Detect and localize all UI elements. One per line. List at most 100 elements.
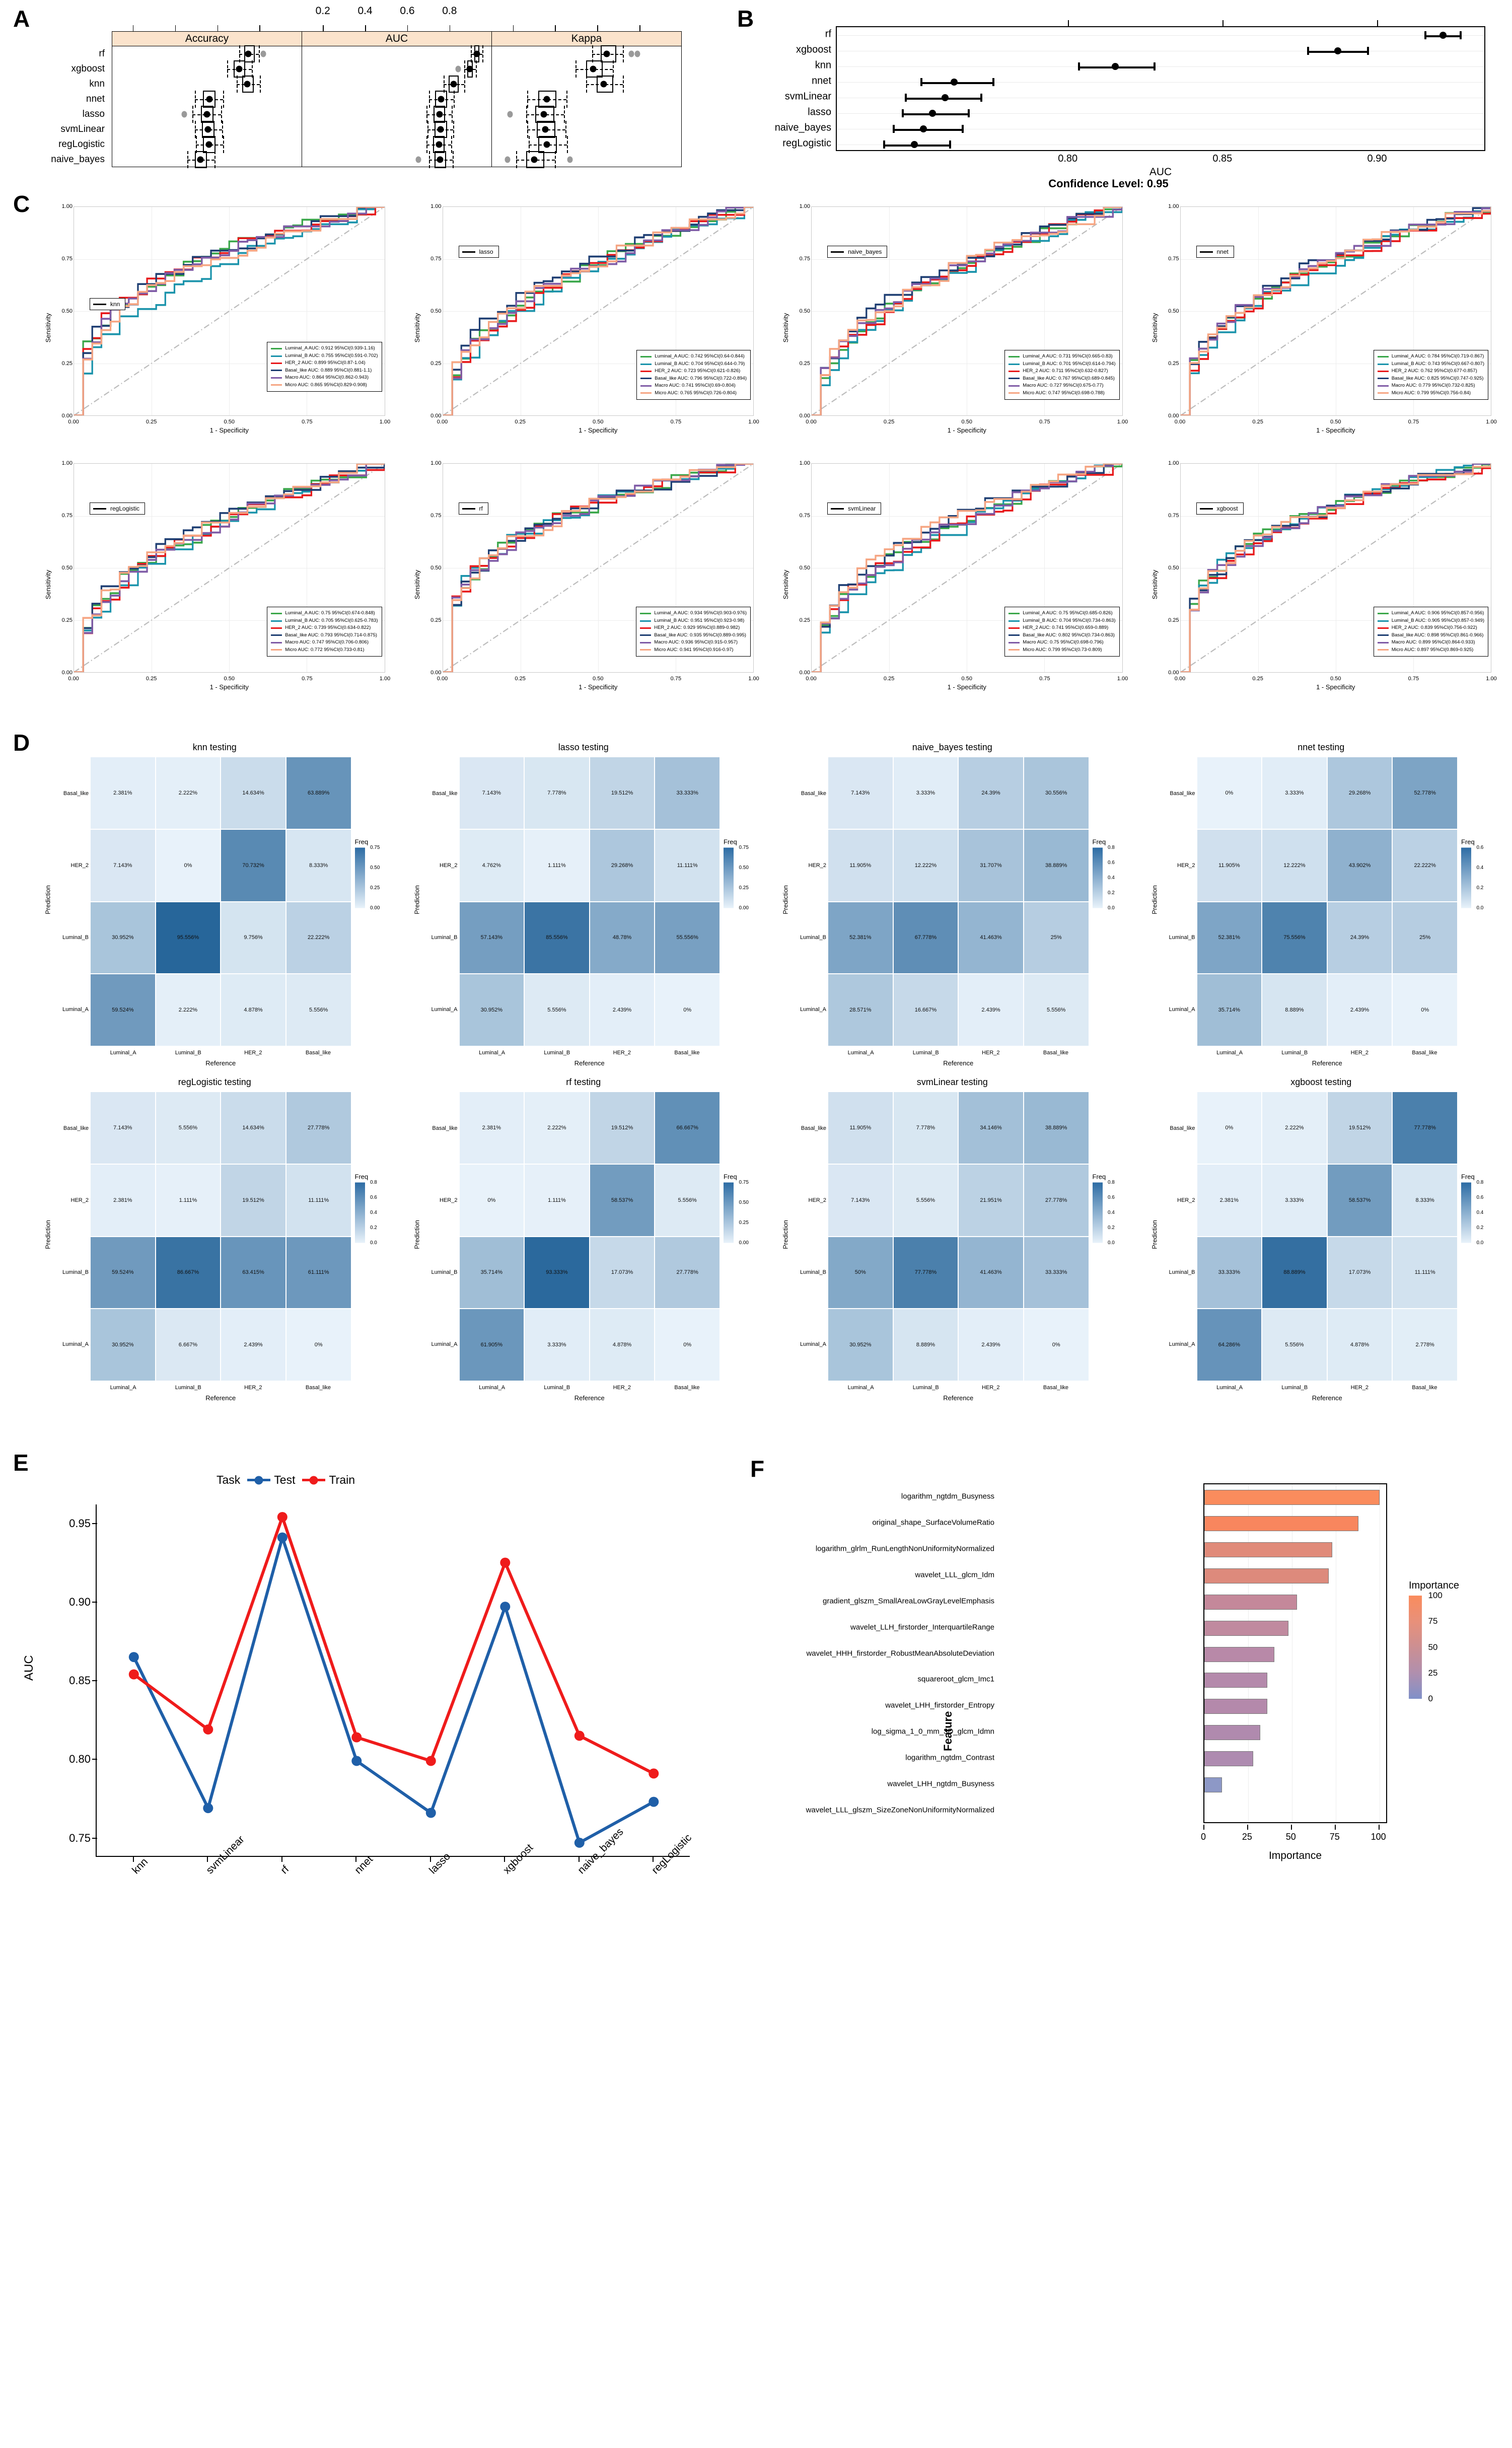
heatmap-cell: 19.512% xyxy=(590,1092,655,1164)
panel-f-xtick xyxy=(1378,1825,1380,1830)
panel-a-tick xyxy=(639,25,640,31)
panel-e-svg xyxy=(128,1512,659,1848)
roc-legend-swatch-her_2 xyxy=(271,627,282,629)
heatmap-cell: 64.286% xyxy=(1197,1309,1262,1381)
panel-e-point-train xyxy=(574,1731,585,1741)
roc-legend-swatch-luminal_b xyxy=(1377,620,1389,622)
panel-b-row-label-regLogistic: regLogistic xyxy=(782,137,831,149)
roc-legend-swatch-her_2 xyxy=(1009,627,1020,629)
roc-legend-entry: Luminal_A AUC: 0.906 95%CI(0.857-0.956) xyxy=(1377,610,1484,617)
heatmap-cell: 2.222% xyxy=(1262,1092,1327,1164)
roc-model-legend-swatch xyxy=(93,303,106,305)
heatmap-col-label-basal_like: Basal_like xyxy=(1412,1050,1437,1056)
roc-model-legend-label: lasso xyxy=(479,248,493,255)
heatmap-legend-tick: 0.50 xyxy=(739,865,749,871)
heatmap-col-label-luminal_a: Luminal_A xyxy=(479,1385,506,1391)
roc-xtick-label: 0.00 xyxy=(68,676,79,682)
whisker-cap-high xyxy=(452,151,454,168)
roc-ytick-label: 1.00 xyxy=(799,460,810,466)
roc-legend-entry: Micro AUC: 0.747 95%CI(0.698-0.788) xyxy=(1009,390,1115,397)
roc-legend-entry: Luminal_A AUC: 0.731 95%CI(0.665-0.83) xyxy=(1009,353,1115,360)
roc-legend-swatch-her_2 xyxy=(1009,370,1020,372)
roc-ytick-label: 0.00 xyxy=(799,413,810,419)
panel-a-letter: A xyxy=(13,6,30,32)
whisker-cap-low xyxy=(195,136,197,153)
heatmap-col-label-luminal_a: Luminal_A xyxy=(847,1050,874,1056)
heatmap-cell: 77.778% xyxy=(893,1237,958,1309)
heatmap-cell: 41.463% xyxy=(959,1237,1023,1309)
heatmap-legend-tick: 0.00 xyxy=(739,1240,749,1246)
whisker-cap-low xyxy=(428,151,430,168)
heatmap-cell: 0% xyxy=(459,1164,524,1236)
heatmap-cell: 7.143% xyxy=(91,829,155,901)
panel-a-ticks xyxy=(112,25,682,31)
heatmap-title: regLogistic testing xyxy=(178,1077,251,1087)
ci-cap-high xyxy=(980,93,982,102)
roc-curve-micro xyxy=(74,464,385,672)
roc-xtick-label: 0.00 xyxy=(68,419,79,425)
roc-legend-swatch-basal_like xyxy=(271,370,282,372)
ci-cap-high xyxy=(1366,46,1369,55)
panel-a-facet-strips: Accuracy AUC Kappa xyxy=(112,31,682,46)
roc-xtick-label: 0.75 xyxy=(670,419,682,425)
heatmap-ylabel: Prediction xyxy=(412,1220,420,1250)
panel-e-point-test xyxy=(128,1652,139,1663)
panel-f-feature-label: logarithm_glrlm_RunLengthNonUniformityNo… xyxy=(815,1544,994,1553)
outlier-point xyxy=(415,156,421,163)
roc-legend-swatch-luminal_b xyxy=(1377,363,1389,365)
roc-legend-swatch-macro xyxy=(271,377,282,379)
roc-gridline-v xyxy=(1044,207,1045,415)
whisker-cap-low xyxy=(194,121,196,138)
roc-legend-text: Basal_like AUC: 0.793 95%CI(0.714-0.875) xyxy=(285,632,377,638)
heatmap-cell: 33.333% xyxy=(1197,1237,1262,1309)
mean-point xyxy=(1334,47,1342,54)
heatmap-legend-tick: 0.6 xyxy=(1476,845,1484,850)
heatmap-legend-title: Freq xyxy=(1092,838,1106,846)
panel-b-letter: B xyxy=(737,6,754,32)
box xyxy=(202,121,215,138)
heatmap-cell: 61.111% xyxy=(286,1237,351,1309)
roc-model-legend-swatch xyxy=(462,251,475,253)
whisker-cap-low xyxy=(529,136,530,153)
box xyxy=(435,121,447,138)
heatmap-title: naive_bayes testing xyxy=(912,742,992,752)
roc-xtick-label: 0.50 xyxy=(593,676,604,682)
heatmap-legend-tick: 0.0 xyxy=(1476,1240,1484,1246)
roc-ytick-label: 1.00 xyxy=(1168,203,1179,209)
heatmap-cell: 2.222% xyxy=(156,974,221,1046)
heatmap-row-label-basal_like: Basal_like xyxy=(801,790,826,797)
roc-gridline-h xyxy=(74,620,385,621)
panel-e-ytick xyxy=(92,1523,97,1524)
median-point xyxy=(473,50,480,57)
panel-a-row-label-nnet: nnet xyxy=(86,94,105,104)
panel-e-xtick-label-rf: rf xyxy=(278,1863,292,1877)
heatmap-cell: 30.952% xyxy=(459,974,524,1046)
roc-legend-text: Macro AUC: 0.936 95%CI(0.915-0.957) xyxy=(654,639,738,645)
panel-f-xlabel: Importance xyxy=(1268,1850,1322,1861)
box xyxy=(536,121,555,138)
box xyxy=(535,106,554,123)
heatmap-cell: 3.333% xyxy=(893,757,958,829)
heatmap-cell: 30.952% xyxy=(828,1309,893,1381)
heatmap-legend-tick: 0.25 xyxy=(739,1219,749,1226)
whisker-cap-high xyxy=(453,121,454,138)
heatmap-cell: 35.714% xyxy=(459,1237,524,1309)
roc-legend-swatch-micro xyxy=(1377,649,1389,651)
roc-curve-macro xyxy=(443,464,753,672)
heatmap-col-label-basal_like: Basal_like xyxy=(674,1050,700,1056)
box xyxy=(435,151,446,168)
panel-a-boxplot xyxy=(302,91,491,108)
heatmap-title: lasso testing xyxy=(558,742,609,752)
heatmap-legend-title: Freq xyxy=(1461,838,1475,846)
roc-xtick-label: 1.00 xyxy=(1486,676,1497,682)
box xyxy=(194,151,207,168)
roc-svg xyxy=(1180,207,1491,415)
roc-legend-swatch-luminal_a xyxy=(640,356,652,358)
heatmap-col-label-luminal_a: Luminal_A xyxy=(847,1385,874,1391)
heatmap-cell: 52.381% xyxy=(828,902,893,974)
roc-curve-micro xyxy=(1180,464,1491,672)
roc-legend-swatch-basal_like xyxy=(271,634,282,636)
panel-b-tick-label: 0.90 xyxy=(1367,153,1387,164)
panel-f-xtick-label: 50 xyxy=(1285,1832,1296,1842)
heatmap-ylabel: Prediction xyxy=(781,885,789,915)
